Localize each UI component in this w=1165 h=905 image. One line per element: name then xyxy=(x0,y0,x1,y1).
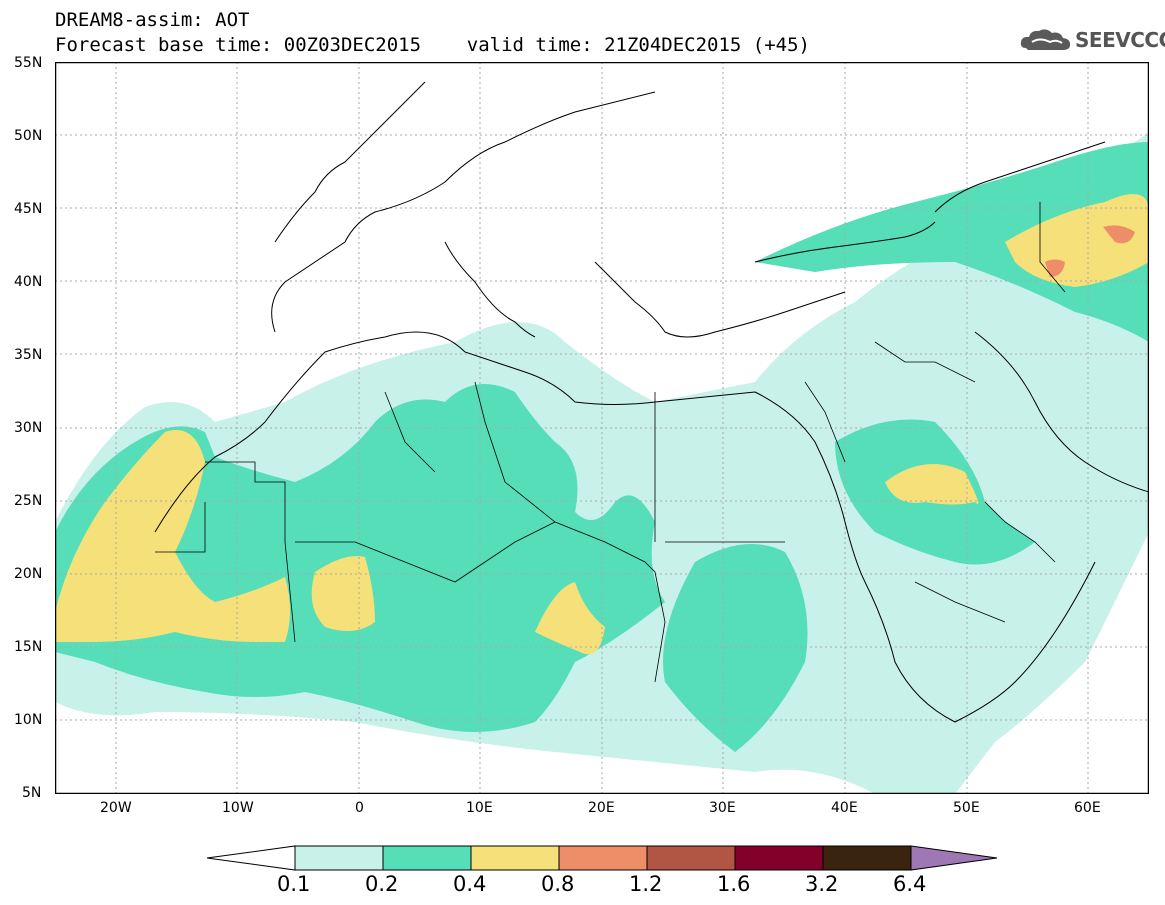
colorbar-label: 0.1 xyxy=(277,872,311,896)
colorbar-segment xyxy=(734,845,824,871)
aot-colorbar xyxy=(206,845,998,871)
colorbar-label: 0.4 xyxy=(453,872,487,896)
cloud-icon xyxy=(1020,29,1071,50)
colorbar-label: 1.6 xyxy=(717,872,751,896)
colorbar-segment xyxy=(558,845,648,871)
logo-text: SEEVCCC xyxy=(1075,28,1165,52)
lon-label: 10W xyxy=(222,800,254,816)
lon-label: 30E xyxy=(709,800,736,816)
colorbar-label: 0.2 xyxy=(365,872,399,896)
lat-label: 35N xyxy=(14,347,43,363)
aot-map xyxy=(55,62,1149,794)
lat-label: 50N xyxy=(14,128,43,144)
colorbar-label: 6.4 xyxy=(893,872,927,896)
colorbar-segment xyxy=(822,845,912,871)
colorbar-label: 0.8 xyxy=(541,872,575,896)
lon-label: 0 xyxy=(355,800,364,816)
lon-label: 10E xyxy=(466,800,493,816)
coastlines xyxy=(154,81,1149,723)
lon-label: 20E xyxy=(588,800,615,816)
colorbar-segment xyxy=(382,845,472,871)
colorbar-under-triangle xyxy=(206,845,296,871)
map-border xyxy=(55,62,1149,794)
colorbar-label: 1.2 xyxy=(629,872,663,896)
lat-lon-grid xyxy=(55,62,1149,794)
lon-label: 50E xyxy=(953,800,980,816)
lat-label: 20N xyxy=(14,566,43,582)
lat-label: 30N xyxy=(14,420,43,436)
forecast-time-info: Forecast base time: 00Z03DEC2015 valid t… xyxy=(55,34,810,56)
seevccc-logo xyxy=(1020,29,1071,50)
lat-label: 45N xyxy=(14,201,43,217)
map-title: DREAM8-assim: AOT xyxy=(55,9,250,31)
colorbar-segment xyxy=(294,845,384,871)
lon-label: 20W xyxy=(100,800,132,816)
lon-label: 60E xyxy=(1074,800,1101,816)
aot-contour-0-8 xyxy=(1045,225,1135,277)
lon-label: 40E xyxy=(831,800,858,816)
lat-label: 10N xyxy=(14,712,43,728)
country-borders xyxy=(155,202,1066,683)
lat-label: 5N xyxy=(22,785,42,801)
colorbar-segment xyxy=(646,845,736,871)
lat-label: 25N xyxy=(14,493,43,509)
colorbar-label: 3.2 xyxy=(805,872,839,896)
colorbar-over-triangle xyxy=(910,845,998,871)
lat-label: 55N xyxy=(14,55,43,71)
colorbar-segment xyxy=(470,845,560,871)
lat-label: 15N xyxy=(14,639,43,655)
lat-label: 40N xyxy=(14,274,43,290)
